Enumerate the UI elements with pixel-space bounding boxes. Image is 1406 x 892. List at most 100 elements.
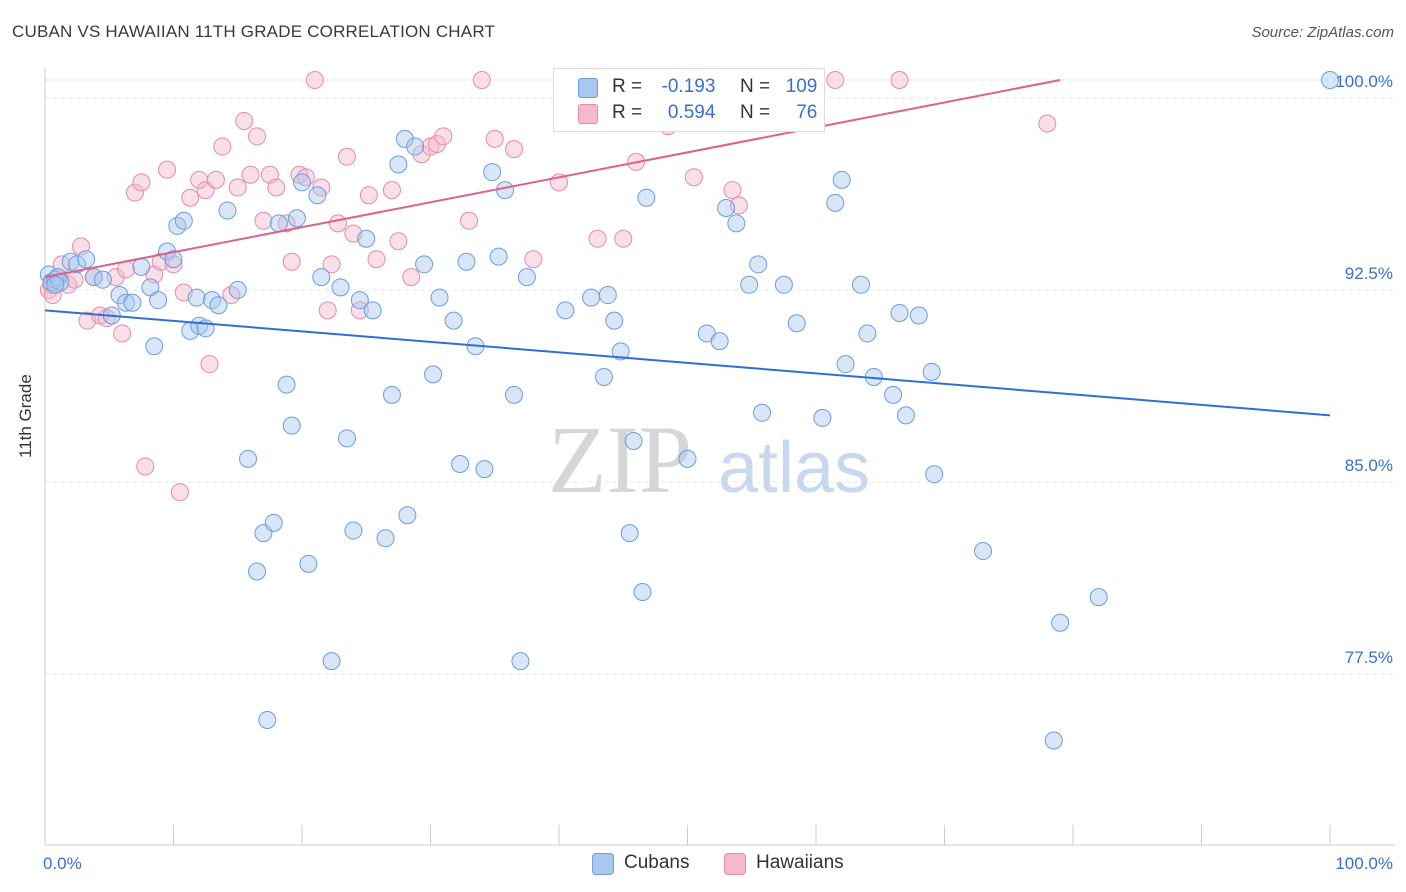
cubans-point — [209, 296, 228, 315]
cubans-point — [974, 542, 993, 561]
legend-r-value: 0.594 — [667, 102, 716, 123]
cubans-point — [505, 385, 524, 404]
hawaiians-point — [485, 129, 504, 148]
cubans-point — [832, 170, 851, 189]
legend-r-label: R = — [612, 76, 643, 97]
cubans-point — [511, 652, 530, 671]
cubans-point — [357, 229, 376, 248]
cubans-point — [813, 408, 832, 427]
cubans-point — [264, 513, 283, 532]
hawaiians-legend-label: Hawaiians — [756, 852, 844, 873]
hawaiians-point — [97, 309, 116, 328]
legend-n-value: 76 — [796, 102, 818, 123]
hawaiians-point — [524, 250, 543, 269]
hawaiians-point — [213, 137, 232, 156]
cubans-point — [483, 163, 502, 182]
hawaiians-point — [282, 252, 301, 271]
watermark-zip: ZIP — [548, 406, 692, 513]
hawaiians-point — [200, 355, 219, 374]
hawaiians-point — [206, 170, 225, 189]
hawaiians-point — [322, 255, 341, 274]
y-tick-label: 100.0% — [1335, 72, 1393, 91]
legend-r-value: -0.193 — [661, 76, 716, 97]
cubans-point — [1051, 613, 1070, 632]
hawaiians-point — [382, 181, 401, 200]
legend-n-value: 109 — [785, 76, 818, 97]
watermark-atlas: atlas — [718, 428, 870, 508]
cubans-point — [282, 416, 301, 435]
hawaiians-point — [248, 127, 267, 146]
cubans-point — [218, 201, 237, 220]
hawaiians-point — [427, 135, 446, 153]
hawaiians-point — [472, 71, 491, 89]
cubans-point — [269, 214, 288, 233]
cubans-point — [633, 583, 652, 601]
cubans-point — [749, 255, 768, 274]
cubans-point — [149, 291, 168, 310]
cubans-point — [605, 311, 624, 330]
cubans-point — [496, 181, 515, 200]
cubans-point — [350, 291, 369, 310]
cubans-point — [710, 332, 729, 351]
cubans-point — [389, 155, 408, 174]
cubans-point — [620, 524, 639, 543]
cubans-point — [851, 275, 870, 294]
hawaiians-point — [359, 186, 378, 205]
legend-n-label: N = — [739, 76, 771, 97]
cubans-point — [925, 465, 944, 484]
axes — [44, 68, 1395, 846]
cubans-point — [322, 652, 341, 671]
cubans-point — [132, 257, 151, 276]
cubans-point — [1044, 731, 1063, 750]
cubans-point — [836, 355, 855, 374]
hawaiians-point — [588, 229, 607, 248]
trend-lines — [44, 79, 1331, 417]
cubans-point — [424, 365, 443, 384]
y-tick-label: 92.5% — [1345, 264, 1393, 283]
cubans-point — [582, 288, 601, 307]
chart-title: CUBAN VS HAWAIIAN 11TH GRADE CORRELATION… — [12, 22, 496, 41]
cubans-point — [293, 173, 311, 192]
cubans-point — [451, 455, 470, 473]
tick-labels: 77.5% 85.0% 92.5% 100.0% 0.0% 100.0% — [43, 72, 1393, 873]
y-tick-label: 77.5% — [1345, 648, 1393, 667]
hawaiians-point — [125, 183, 144, 202]
cubans-point — [331, 278, 350, 297]
cubans-point — [277, 375, 296, 394]
cubans-point — [457, 252, 476, 271]
cubans-point — [884, 385, 903, 404]
hawaiians-point — [684, 168, 703, 187]
cubans-point — [717, 199, 736, 217]
hawaiians-point — [1038, 114, 1057, 133]
hawaiians-point — [402, 268, 421, 287]
cubans-point — [187, 288, 206, 307]
cubans-point — [174, 211, 193, 230]
cubans-point — [406, 137, 425, 156]
hawaiians-point — [614, 229, 633, 248]
cubans-point — [787, 314, 806, 333]
cubans-point — [228, 280, 247, 299]
hawaiians-trend-line — [44, 79, 1061, 279]
hawaiians-point — [350, 301, 369, 320]
cubans-point — [46, 275, 65, 294]
cubans-point — [489, 247, 508, 266]
cubans-point — [287, 209, 306, 228]
cubans-point — [594, 367, 613, 386]
cubans-point — [248, 562, 267, 581]
y-tick-label: 85.0% — [1345, 456, 1393, 475]
hawaiians-point — [235, 111, 254, 130]
hawaiians-point — [241, 165, 260, 184]
cubans-point — [258, 711, 277, 729]
cubans-point — [517, 268, 536, 287]
hawaiians-point — [826, 71, 845, 89]
cubans-point — [637, 188, 656, 207]
hawaiians-point — [328, 214, 347, 233]
cubans-point — [624, 431, 643, 450]
hawaiians-point — [337, 147, 356, 166]
cubans-point — [1089, 588, 1108, 607]
cubans-point — [909, 306, 928, 325]
hawaiians-point — [305, 71, 324, 89]
cubans-point — [363, 301, 382, 320]
cubans-point — [598, 286, 617, 305]
